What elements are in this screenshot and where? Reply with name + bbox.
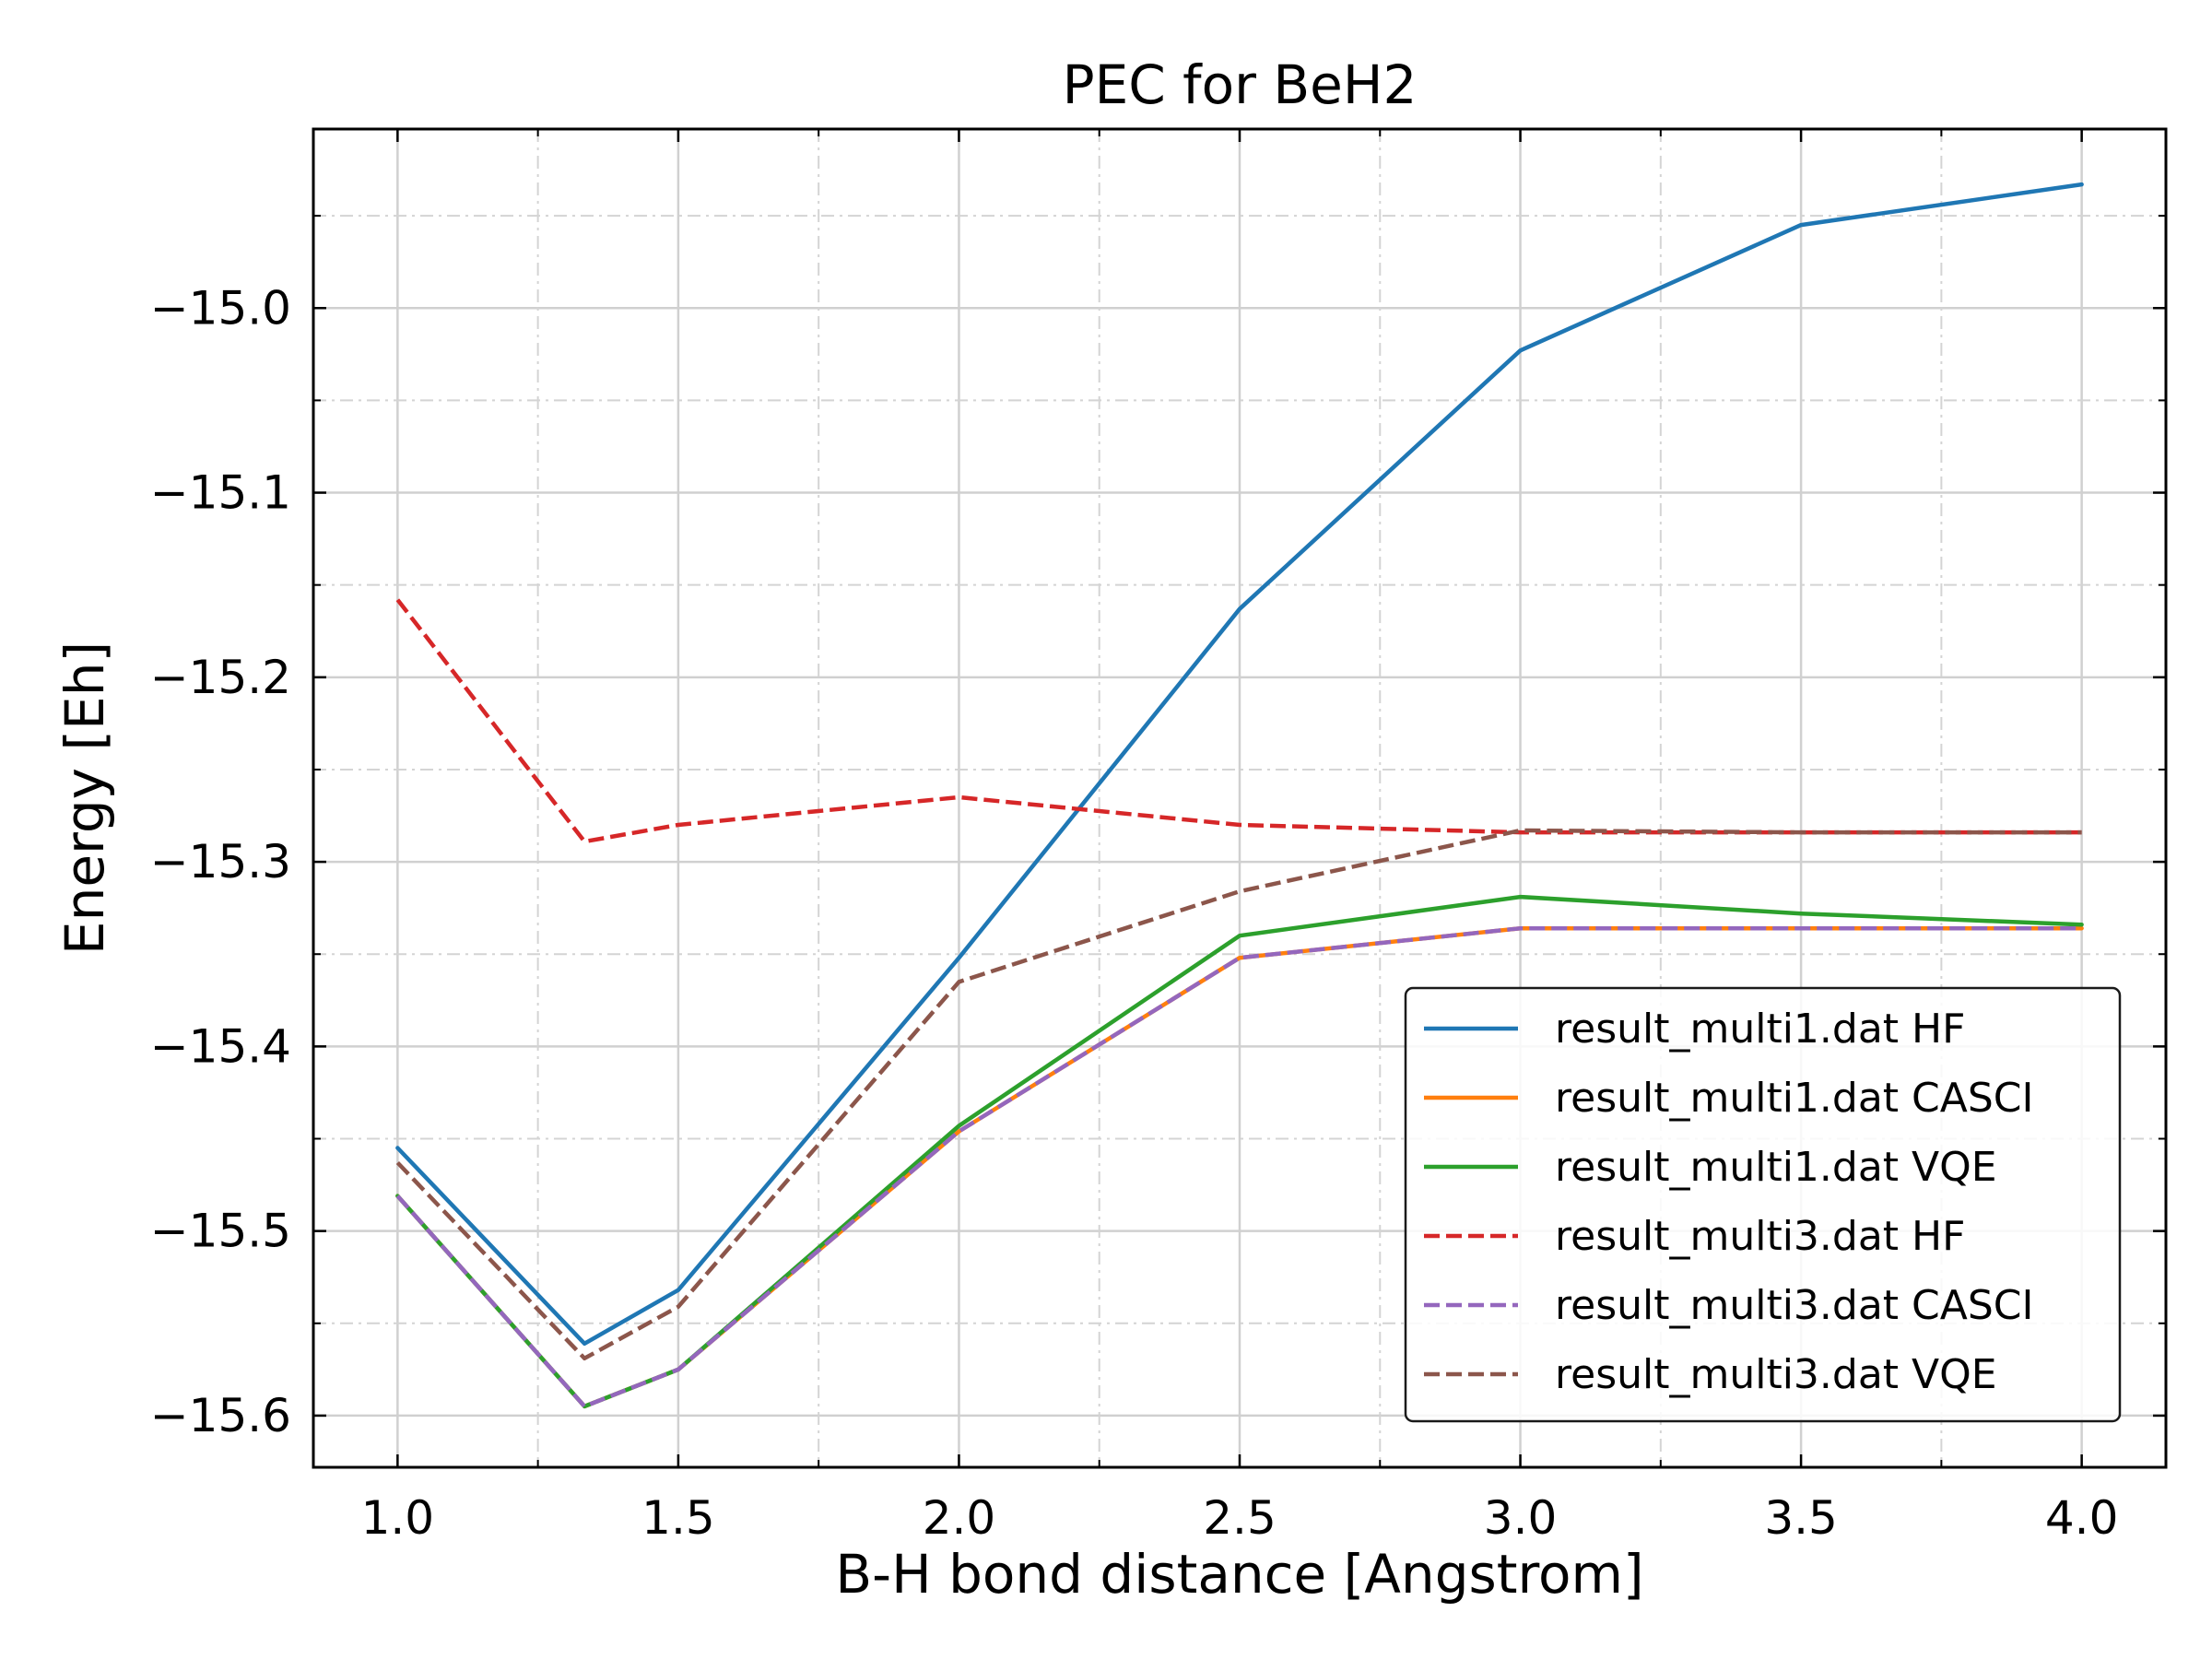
legend-label: result_multi1.dat VQE	[1555, 1144, 1997, 1191]
legend-label: result_multi3.dat CASCI	[1555, 1282, 2034, 1329]
x-axis-label: B-H bond distance [Angstrom]	[835, 1543, 1643, 1606]
series-line	[395, 182, 2084, 1347]
chart-title: PEC for BeH2	[1063, 53, 1418, 116]
legend-label: result_multi3.dat HF	[1555, 1213, 1965, 1260]
x-tick-label: 4.0	[2045, 1491, 2119, 1545]
x-tick-label: 1.5	[641, 1491, 715, 1545]
x-tick-label: 2.5	[1203, 1491, 1277, 1545]
y-tick-label: −15.2	[150, 651, 291, 704]
series-line	[395, 925, 2082, 1409]
y-tick-label: −15.4	[150, 1019, 291, 1073]
series-line	[395, 828, 2082, 1361]
series-line	[395, 598, 2082, 844]
y-tick-label: −15.5	[150, 1205, 291, 1258]
legend-label: result_multi3.dat VQE	[1555, 1351, 1997, 1398]
series-lines	[395, 182, 2084, 1409]
x-tick-label: 2.0	[923, 1491, 996, 1545]
y-tick-label: −15.0	[150, 281, 291, 335]
y-tick-label: −15.3	[150, 835, 291, 888]
legend-box	[1404, 986, 2122, 1423]
legend-label: result_multi1.dat HF	[1555, 1006, 1965, 1053]
axis-ticks: 1.0 1.5 2.0 2.5 3.0 3.5 4.0 −15.6 −15.5 −15.4 −15.…	[150, 129, 2166, 1545]
x-tick-label: 1.0	[361, 1491, 435, 1545]
legend-label: result_multi1.dat CASCI	[1555, 1075, 2034, 1122]
y-tick-label: −15.6	[150, 1389, 291, 1442]
x-tick-label: 3.5	[1764, 1491, 1838, 1545]
y-axis-label: Energy [Eh]	[53, 641, 116, 955]
y-tick-label: −15.1	[150, 466, 291, 520]
x-tick-label: 3.0	[1484, 1491, 1558, 1545]
legend: result_multi1.dat HF result_multi1.dat CA…	[1404, 986, 2122, 1423]
